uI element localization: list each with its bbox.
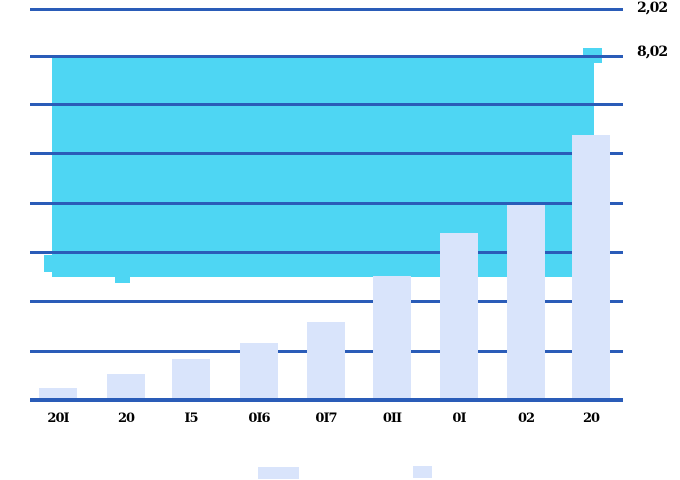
x-tick-label: 20I <box>47 411 69 426</box>
x-axis-line <box>30 398 623 402</box>
bar <box>307 322 345 398</box>
x-tick-label: 20 <box>117 411 135 426</box>
bar <box>107 374 145 398</box>
area-series-segment <box>44 255 52 272</box>
right-axis-label: 2,02 <box>637 0 668 16</box>
x-tick-label: 0II <box>382 411 402 426</box>
bar <box>39 388 77 398</box>
gridline <box>30 251 623 254</box>
gridline <box>30 300 623 303</box>
gridline <box>30 202 623 205</box>
area-series-segment <box>115 277 130 283</box>
gridline <box>30 152 623 155</box>
bar <box>172 359 210 398</box>
gridline <box>30 8 623 11</box>
legend-swatch <box>258 467 299 479</box>
bar <box>572 135 610 398</box>
bar <box>440 233 478 398</box>
x-tick-label: I5 <box>184 411 198 426</box>
x-tick-label: 20 <box>582 411 600 426</box>
legend-swatch <box>413 466 432 478</box>
x-tick-label: 0I6 <box>248 411 270 426</box>
bar <box>507 205 545 398</box>
x-tick-label: 02 <box>517 411 535 426</box>
x-tick-label: 0I <box>452 411 466 426</box>
bar <box>373 276 411 398</box>
area-series-segment <box>52 57 594 277</box>
gridline <box>30 55 623 58</box>
gridline <box>30 103 623 106</box>
bar <box>240 343 278 398</box>
x-tick-label: 0I7 <box>315 411 337 426</box>
right-axis-label: 8,02 <box>637 44 668 60</box>
